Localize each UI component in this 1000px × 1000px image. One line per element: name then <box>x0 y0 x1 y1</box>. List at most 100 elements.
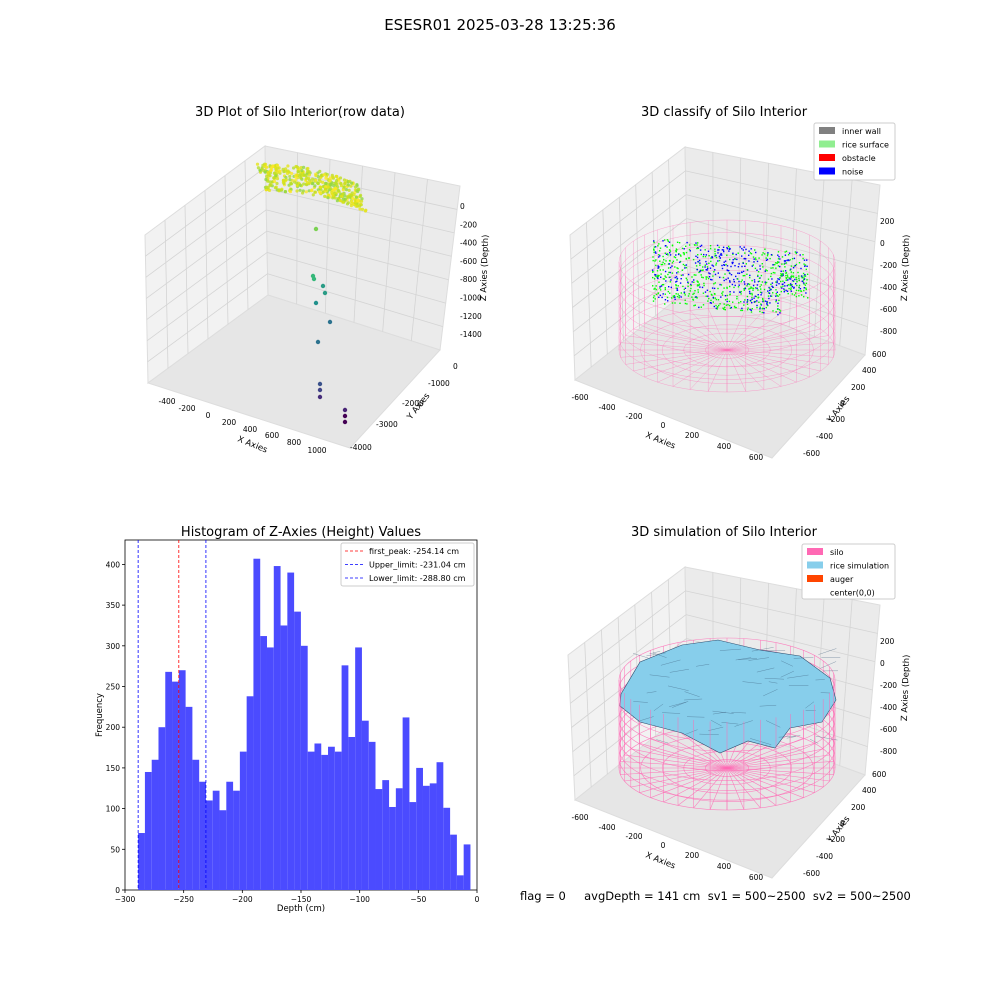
rice-surface-point <box>714 248 716 250</box>
rice-surface-point <box>755 258 757 261</box>
rice-mesh-line <box>708 726 724 731</box>
noise-point <box>675 281 677 283</box>
rice-surface-point <box>792 280 795 283</box>
rice-surface-point <box>714 282 716 284</box>
rice-surface-point <box>675 248 678 250</box>
rice-surface-point <box>787 276 789 278</box>
raw-cloud-point <box>289 182 293 186</box>
rice-surface-point <box>743 288 745 290</box>
raw-x-tick: 800 <box>287 438 302 447</box>
hist-bar <box>328 746 335 890</box>
rice-surface-point <box>780 273 782 275</box>
raw-grid-line <box>266 209 452 257</box>
noise-point <box>706 263 708 265</box>
noise-point <box>737 272 739 274</box>
hist-reference-lines <box>137 540 207 890</box>
raw-cloud-point <box>315 181 319 185</box>
rice-surface-point <box>746 273 748 275</box>
classify-gridlines <box>570 152 878 368</box>
raw-cloud-point <box>321 180 325 184</box>
noise-point <box>741 265 743 268</box>
noise-point <box>723 279 725 282</box>
rice-surface-point <box>785 262 788 264</box>
sim-z-tick: -800 <box>880 747 897 756</box>
rice-surface-point <box>684 264 686 267</box>
noise-point <box>803 278 806 280</box>
raw-cloud-point <box>295 173 299 177</box>
rice-surface-point <box>714 255 716 257</box>
sim-title: 3D simulation of Silo Interior <box>631 525 818 540</box>
rice-surface-point <box>684 302 687 305</box>
raw-grid-line <box>382 172 396 332</box>
silo-floor-spoke <box>625 335 728 351</box>
rice-surface-point <box>696 244 698 246</box>
noise-point <box>756 300 758 302</box>
classify-z-tick-labels: 200 0 -200 -400 -600 -800 <box>880 217 897 336</box>
rice-surface-point <box>679 254 682 256</box>
raw-cloud-point <box>314 174 318 178</box>
raw-stray-point <box>313 226 319 232</box>
rice-surface-point <box>676 241 679 243</box>
rice-surface-point <box>715 256 718 259</box>
raw-z-tick: -1400 <box>460 330 482 339</box>
rice-surface-point <box>769 257 771 260</box>
noise-point <box>711 279 713 281</box>
rice-simulation-legend-swatch <box>807 561 823 569</box>
raw-cloud-point <box>283 190 287 194</box>
noise-point <box>717 252 719 254</box>
rice-surface-point <box>659 289 662 291</box>
noise-point <box>770 254 773 256</box>
silo-floor-spoke <box>726 767 745 810</box>
rice-surface-point <box>738 302 740 304</box>
rice-surface-point <box>658 281 660 283</box>
raw-cloud-point <box>313 190 317 194</box>
noise-point <box>749 274 751 277</box>
raw-cloud-point <box>275 177 280 181</box>
rice-surface-point <box>663 239 666 241</box>
rice-mesh-line <box>786 736 796 739</box>
rice-surface-point <box>686 303 688 305</box>
hist-bar <box>429 783 437 890</box>
rice-mesh-line <box>669 669 689 673</box>
silo-floor-ring <box>640 316 814 384</box>
silo-floor-spoke <box>677 767 728 806</box>
silo-floor-spoke <box>726 349 765 390</box>
raw-y-tick: -3000 <box>376 420 398 429</box>
silo-floor-ring <box>705 341 749 359</box>
rice-surface-point <box>757 274 759 277</box>
rice-surface-point <box>790 265 793 267</box>
hist-bar <box>151 759 159 890</box>
hist-bar <box>361 720 369 890</box>
silo-floor-spoke <box>726 743 815 769</box>
noise-point <box>742 249 744 251</box>
rice-surface-point <box>803 296 805 298</box>
rice-surface-point <box>750 253 753 255</box>
rice-surface-point <box>676 278 678 280</box>
classify-x-label: X Axies <box>644 431 677 452</box>
raw-y-tick: -1000 <box>428 379 450 388</box>
grid-line <box>570 170 686 260</box>
hist-x-tick: −100 <box>349 895 370 904</box>
noise-point <box>730 265 732 268</box>
cls-x-tick: 600 <box>749 453 764 462</box>
rice-surface-point <box>772 310 774 312</box>
rice-surface-point <box>715 262 718 264</box>
hist-bar <box>368 741 376 890</box>
rice-surface-point <box>676 295 679 298</box>
rice-surface-point <box>789 284 791 287</box>
rice-surface-point <box>710 293 713 296</box>
raw-cloud-point <box>264 177 268 182</box>
raw-cloud-point <box>354 185 358 189</box>
noise-point <box>766 302 768 304</box>
cls-x-tick: -600 <box>571 393 588 402</box>
rice-surface-point <box>767 278 770 280</box>
noise-point <box>730 306 732 309</box>
noise-point <box>789 283 792 285</box>
noise-point <box>722 246 725 248</box>
rice-surface-point <box>675 293 677 295</box>
raw-grid-line <box>353 165 363 323</box>
rice-surface-point <box>724 273 726 275</box>
raw-grid-line <box>146 209 267 299</box>
noise-point <box>701 286 704 289</box>
rice-surface-point <box>691 276 693 278</box>
